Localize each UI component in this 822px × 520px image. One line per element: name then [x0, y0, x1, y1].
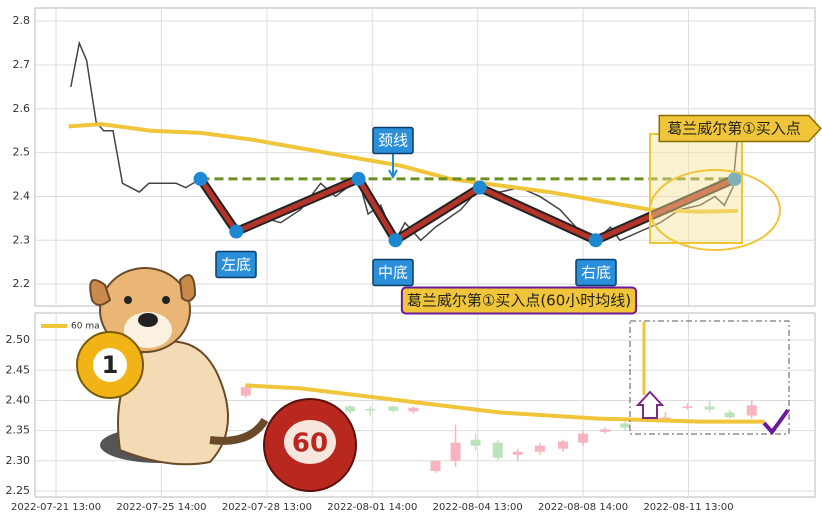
x-tick-label: 2022-08-01 14:00 [327, 502, 417, 513]
highlight-ellipse [649, 169, 781, 251]
top-panel [34, 7, 816, 307]
ball-label: 60 [292, 429, 328, 459]
candle-body [430, 460, 441, 472]
candle-body [450, 442, 461, 461]
line [68, 122, 739, 214]
candle-body [492, 442, 503, 458]
candle-body [660, 417, 671, 419]
pattern-point [351, 171, 366, 186]
x-tick-label: 2022-08-04 13:00 [433, 502, 523, 513]
dog-ear [178, 274, 197, 302]
annotation-tag [372, 258, 414, 287]
y-tick-label: 2.50 [6, 333, 31, 346]
y-tick-label: 2.8 [13, 14, 31, 27]
focus-box [629, 320, 790, 435]
candle-body [365, 408, 376, 411]
y-tick-label: 2.6 [13, 102, 31, 115]
dog-nose [138, 313, 158, 327]
pattern-point [588, 233, 603, 248]
annotation: 葛兰威尔第①买入点 [667, 120, 800, 138]
candle-body [388, 406, 399, 411]
candle-body [620, 423, 631, 428]
y-tick-label: 2.35 [6, 424, 31, 437]
dog-tail [209, 417, 269, 445]
candle-body [724, 412, 735, 418]
candle-body [746, 405, 757, 416]
annotation: 颈线 [378, 132, 408, 150]
legend-label: 60 ma [71, 322, 100, 332]
candle-body [600, 429, 611, 432]
candle-body [345, 406, 356, 412]
x-tick-label: 2022-07-21 13:00 [11, 502, 101, 513]
x-tick-label: 2022-07-25 14:00 [116, 502, 206, 513]
y-tick-label: 2.45 [6, 363, 31, 376]
check-mark [762, 408, 790, 436]
pattern-point [193, 171, 208, 186]
candle-body [558, 441, 569, 449]
y-tick-label: 2.4 [13, 189, 31, 202]
neck-pointer [388, 153, 398, 180]
candle-body [512, 451, 523, 455]
ball-one-spot [93, 348, 127, 382]
pattern-point [727, 171, 742, 186]
pattern-point [229, 224, 244, 239]
up-arrow [635, 390, 665, 419]
highlight-box [649, 133, 743, 244]
pattern-point [472, 180, 487, 195]
candle-body [578, 433, 589, 443]
ball-sixty-spot [284, 420, 336, 464]
annotation: 左底 [221, 256, 251, 274]
dog-ear [89, 279, 112, 306]
candle-body [408, 407, 419, 412]
ma-line [245, 383, 765, 424]
candle-body [470, 439, 481, 446]
annotation-box [400, 286, 638, 315]
dog-eye [162, 296, 170, 304]
candle-body [704, 406, 715, 410]
x-tick-label: 2022-08-08 14:00 [538, 502, 628, 513]
illustration: 1 60 [76, 133, 790, 492]
y-tick-label: 2.3 [13, 233, 31, 246]
candle-body [682, 406, 693, 409]
dog-muzzle [124, 312, 172, 348]
annotation: 葛兰威尔第①买入点(60小时均线) [407, 292, 631, 310]
y-tick-label: 2.7 [13, 58, 31, 71]
x-tick-label: 2022-08-11 13:00 [643, 502, 733, 513]
x-tick-label: 2022-07-28 13:00 [222, 502, 312, 513]
ball-label: 1 [102, 351, 119, 379]
candle-body [534, 445, 545, 452]
annotation: 中底 [378, 264, 408, 282]
y-tick-label: 2.5 [13, 146, 31, 159]
y-tick-label: 2.30 [6, 454, 31, 467]
candle-body [240, 387, 251, 396]
line [70, 40, 739, 242]
data-layer [68, 40, 765, 473]
pattern-point [388, 233, 403, 248]
annotation-tag [372, 126, 414, 155]
annotation-tag [575, 258, 617, 287]
y-tick-label: 2.40 [6, 393, 31, 406]
annotation-banner [658, 114, 822, 143]
annotation-tag [215, 250, 257, 279]
y-tick-label: 2.25 [6, 484, 31, 497]
dog-eye [124, 296, 132, 304]
annotation: 右底 [581, 264, 611, 282]
y-tick-label: 2.2 [13, 277, 31, 290]
